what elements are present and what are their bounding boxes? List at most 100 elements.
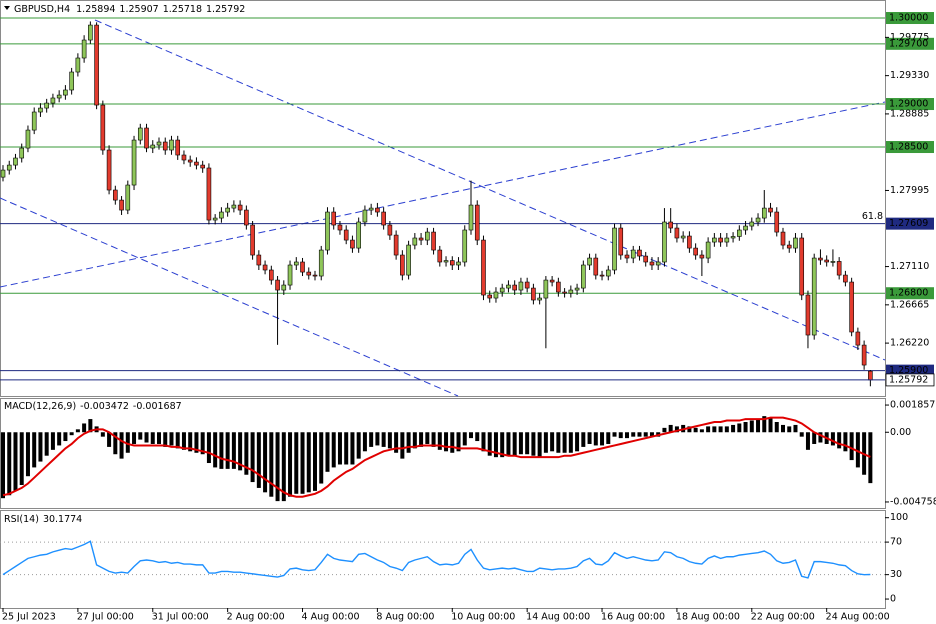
candle-body (793, 237, 798, 249)
macd-bar (188, 432, 193, 452)
macd-bar (556, 432, 561, 453)
macd-bar (774, 422, 779, 433)
candle-body (318, 249, 324, 277)
candle-body (206, 167, 212, 221)
macd-bar (313, 432, 317, 491)
candle-body (836, 261, 842, 276)
indicator: MACD(12,26,9) (4, 401, 76, 412)
macd-bar (743, 422, 748, 433)
rsi-value: 30.1774 (43, 514, 82, 525)
macd-bar (768, 417, 773, 433)
y-tick-label: 1.27995 (890, 185, 929, 196)
candle-body (375, 207, 380, 213)
candle-body (137, 127, 143, 141)
macd-bar (107, 432, 112, 447)
macd-bar (150, 432, 155, 444)
high: 1.25907 (119, 4, 158, 15)
macd-bar (649, 432, 654, 437)
candle-body (256, 254, 262, 266)
candle-body (44, 102, 49, 109)
macd-bar (618, 432, 623, 439)
macd-bar (612, 432, 617, 437)
macd-bar (437, 432, 442, 450)
macd-bar (44, 432, 49, 456)
macd-bar (674, 426, 679, 433)
macd-bar (231, 432, 236, 469)
candle-body (512, 284, 517, 291)
macd-bar (830, 432, 835, 446)
macd-bar (793, 424, 798, 433)
macd-bar (625, 432, 629, 439)
candle-body (162, 141, 168, 151)
macd-bar (587, 432, 592, 444)
candle-body (524, 281, 530, 289)
macd-bar (381, 432, 386, 447)
candle-body (275, 279, 280, 291)
x-tick-label: 25 Jul 2023 (2, 612, 56, 623)
candle-body (81, 39, 87, 59)
macd-bar (512, 432, 517, 456)
candle-body (618, 227, 624, 256)
macd-bar (868, 432, 873, 484)
macd-bar (812, 432, 817, 444)
level-label: 1.26800 (889, 288, 928, 299)
candle-body (581, 264, 586, 289)
macd-pane (0, 398, 886, 509)
x-tick-label: 24 Aug 00:00 (826, 612, 890, 623)
rsi-title: RSI(14) 30.1774 (4, 514, 82, 525)
macd-bar (506, 432, 511, 456)
macd-bar (32, 432, 37, 468)
candle-body (780, 231, 786, 246)
candle-body (718, 237, 723, 243)
macd-title: MACD(12,26,9) -0.003472 -0.001687 (4, 401, 182, 412)
macd-bar (113, 432, 118, 455)
macd-bar (712, 426, 717, 433)
macd-bar (462, 432, 467, 446)
candle-body (855, 331, 861, 346)
candle-body (468, 204, 474, 231)
candle-body (269, 269, 274, 281)
candle-body (699, 254, 705, 259)
macd-bar (756, 419, 761, 433)
macd-bar (38, 432, 43, 462)
macd-bar (456, 432, 461, 452)
macd-bar (737, 423, 742, 433)
macd-bar (369, 432, 374, 447)
candle-body (287, 264, 293, 286)
candle-body (425, 231, 430, 241)
candle-body (325, 211, 330, 251)
level-label: 1.28500 (889, 142, 928, 153)
macd-bar (400, 432, 405, 459)
y-tick-label: 1.26220 (890, 338, 929, 349)
trendlines (0, 19, 886, 397)
x-tick-label: 10 Aug 00:00 (451, 612, 515, 623)
candle-body (212, 217, 218, 221)
candle-body (225, 207, 230, 213)
macd-bar (331, 432, 336, 468)
macd-bar (600, 432, 605, 446)
candle-body (437, 249, 443, 263)
candle-body (630, 249, 636, 259)
macd-bar (481, 432, 486, 452)
macd-bar (119, 432, 124, 459)
macd-bar (69, 432, 74, 436)
candle-body (150, 144, 156, 149)
candle-body (200, 164, 205, 169)
candle-body (487, 294, 493, 299)
candle-body (506, 284, 511, 289)
bid-label-box (885, 373, 935, 387)
candle-body (0, 169, 6, 178)
candle-body (724, 237, 730, 243)
candle-body (181, 154, 187, 161)
candle-body (680, 235, 686, 239)
candle-body (69, 71, 74, 91)
level-label: 1.27609 (889, 218, 928, 229)
macd-bar (562, 432, 567, 453)
candle-body (493, 291, 499, 299)
candle-body (849, 281, 854, 333)
candle-body (649, 261, 655, 266)
macd-bar (493, 432, 498, 458)
macd-bar (337, 432, 342, 465)
macd-bar (406, 432, 411, 453)
y-tick-label: 1.27110 (890, 261, 929, 272)
